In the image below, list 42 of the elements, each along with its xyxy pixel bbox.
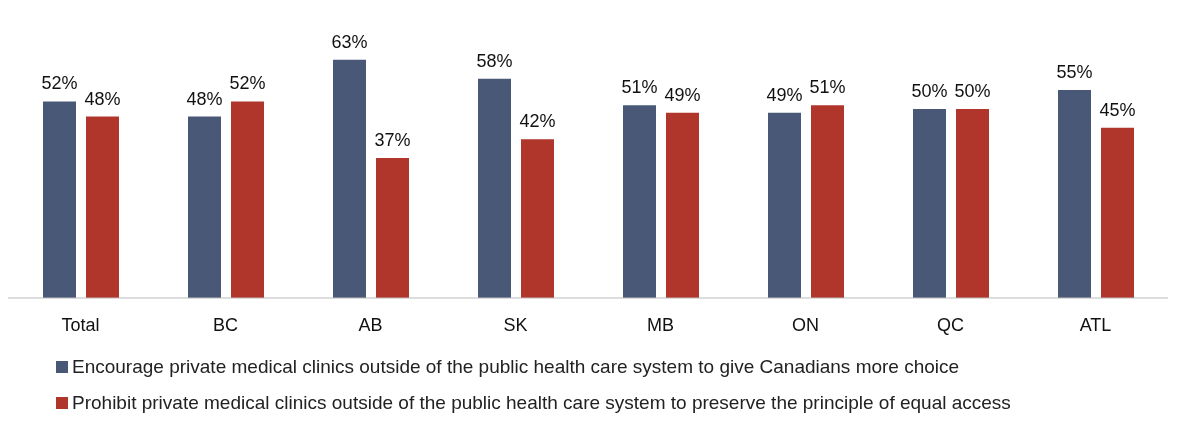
x-tick-label: QC [937,314,964,335]
data-label: 48% [186,88,223,109]
bar [231,101,264,298]
data-label: 51% [621,77,658,98]
bar [956,108,989,298]
bar [333,59,366,298]
bar [1101,127,1134,298]
data-label: 63% [331,31,368,52]
bar [666,112,699,298]
data-label: 52% [229,73,266,94]
data-label: 50% [911,80,948,101]
data-label: 45% [1099,99,1136,120]
bar [768,112,801,298]
x-tick-label: SK [503,314,528,335]
data-label: 49% [664,84,701,105]
bar [43,101,76,298]
x-tick-label: ON [792,314,819,335]
bar [811,105,844,298]
x-tick-label: ATL [1079,314,1112,335]
bar [913,108,946,298]
bar [86,116,119,298]
bar [478,78,511,298]
data-label: 42% [519,111,556,132]
bar [1058,90,1091,298]
data-label: 55% [1056,62,1093,83]
x-tick-label: BC [212,314,239,335]
legend-label: Encourage private medical clinics outside of the public health care system to give Canadians more choice [72,356,960,378]
data-label: 37% [374,130,411,151]
data-label: 51% [809,77,846,98]
x-tick-label: AB [358,314,383,335]
x-tick-label: Total [61,314,100,335]
bar [623,105,656,298]
x-tick-label: MB [647,314,674,335]
data-label: 52% [41,73,78,94]
legend-label: Prohibit private medical clinics outside of the public health care system to preserve the principle of equal access [72,392,1011,414]
data-label: 58% [476,50,513,71]
bar [188,116,221,298]
data-label: 49% [766,84,803,105]
bar [521,139,554,298]
data-label: 50% [954,80,991,101]
data-label: 48% [84,88,121,109]
bar [376,158,409,298]
